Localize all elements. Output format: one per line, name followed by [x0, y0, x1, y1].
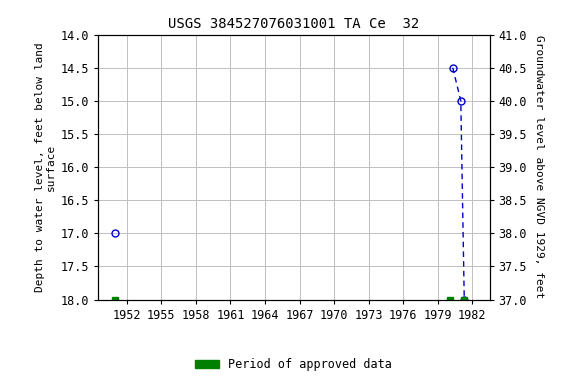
- Y-axis label: Depth to water level, feet below land
surface: Depth to water level, feet below land su…: [35, 42, 56, 292]
- Y-axis label: Groundwater level above NGVD 1929, feet: Groundwater level above NGVD 1929, feet: [534, 35, 544, 299]
- Title: USGS 384527076031001 TA Ce  32: USGS 384527076031001 TA Ce 32: [168, 17, 419, 31]
- Legend: Period of approved data: Period of approved data: [191, 353, 397, 376]
